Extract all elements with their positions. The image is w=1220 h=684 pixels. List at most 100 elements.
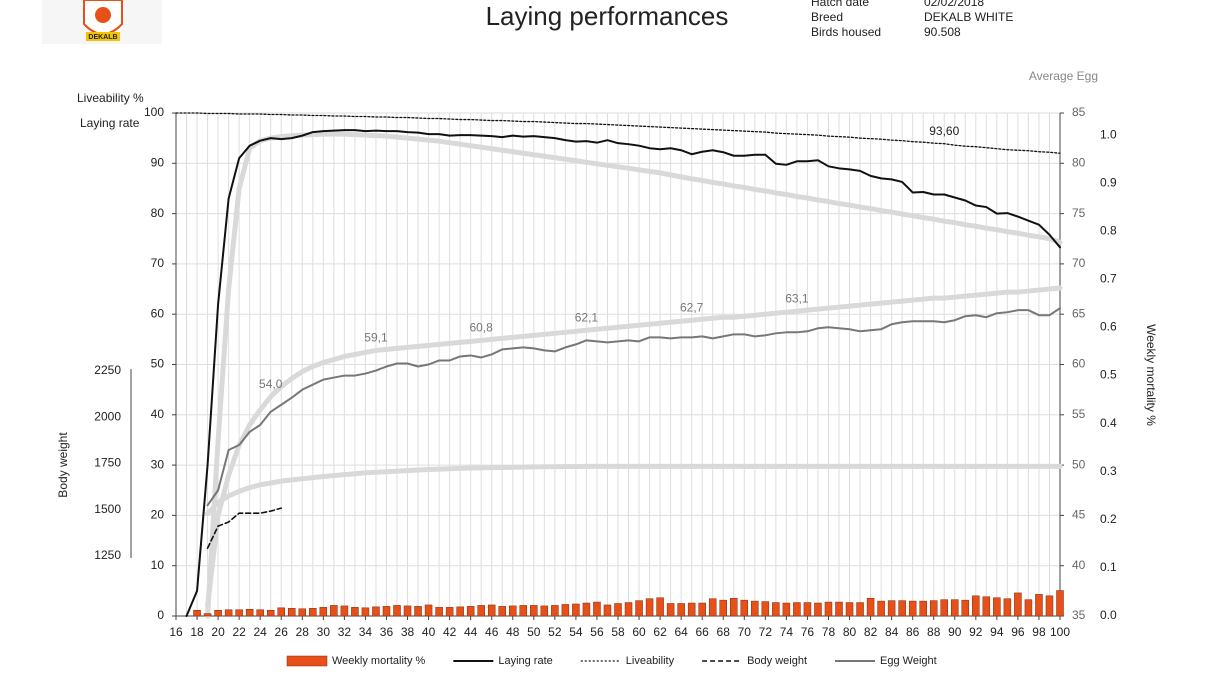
- legend-label: Egg Weight: [880, 655, 937, 667]
- y2-tick-label: 60: [1072, 357, 1086, 371]
- mortality-bar: [772, 602, 780, 617]
- mortality-bar: [961, 599, 970, 617]
- mortality-bar: [224, 609, 233, 617]
- mortality-bar: [951, 599, 959, 617]
- mortality-bar: [740, 599, 749, 617]
- y3-tick-label: 0.5: [1100, 368, 1117, 382]
- annotation: 54,0: [259, 377, 283, 391]
- mortality-bar: [340, 605, 349, 617]
- y4-tick-label: 1500: [94, 502, 121, 516]
- annotation: 59,1: [364, 331, 388, 345]
- y-tick-label: 60: [151, 306, 165, 320]
- x-tick-label: 62: [653, 625, 667, 639]
- y-tick-label: 80: [151, 206, 165, 220]
- y2-tick-label: 55: [1072, 407, 1086, 421]
- mortality-bar: [708, 598, 717, 617]
- y-tick-label: 100: [144, 105, 164, 119]
- info-value: DEKALB WHITE: [924, 10, 1013, 24]
- mortality-bar: [1003, 598, 1012, 617]
- mortality-bar: [856, 602, 864, 617]
- mortality-bar: [330, 605, 338, 617]
- mortality-bar: [245, 609, 254, 617]
- mortality-bar: [814, 602, 822, 617]
- mortality-bar: [719, 599, 727, 617]
- annotation: 60,8: [470, 321, 494, 335]
- y-tick-label: 30: [151, 457, 165, 471]
- info-label: Breed: [811, 10, 843, 24]
- y3-tick-label: 0.6: [1100, 320, 1117, 334]
- standard-line: [205, 131, 1063, 619]
- mortality-bar: [277, 607, 285, 617]
- x-tick-label: 18: [190, 625, 204, 639]
- mortality-bar: [624, 602, 633, 617]
- y3-tick-label: 0.3: [1100, 464, 1117, 478]
- mortality-bar: [361, 607, 370, 617]
- mortality-bar: [266, 609, 275, 617]
- y2-tick-label: 35: [1072, 608, 1086, 622]
- mortality-bar: [203, 613, 212, 617]
- x-tick-label: 44: [464, 625, 478, 639]
- y-axis-label: Liveability %: [77, 91, 144, 105]
- mortality-bar: [824, 601, 833, 617]
- series-line: [206, 307, 1061, 507]
- mortality-bar: [603, 604, 612, 617]
- x-tick-label: 34: [359, 625, 373, 639]
- x-tick-label: 40: [422, 625, 436, 639]
- y2-tick-label: 40: [1072, 558, 1086, 572]
- mortality-bar: [509, 605, 517, 617]
- y4-axis-label: Body weight: [56, 432, 70, 498]
- mortality-bar: [466, 606, 475, 617]
- mortality-bar: [256, 609, 264, 617]
- mortality-bar: [877, 600, 885, 617]
- y2-tick-label: 85: [1072, 105, 1086, 119]
- series-line: [185, 129, 1061, 617]
- x-tick-label: 50: [527, 625, 541, 639]
- x-tick-label: 32: [338, 625, 352, 639]
- x-tick-label: 68: [717, 625, 731, 639]
- mortality-bar: [519, 605, 528, 617]
- y-tick-label: 50: [151, 357, 165, 371]
- mortality-bar: [477, 605, 485, 617]
- y2-tick-label: 80: [1072, 155, 1086, 169]
- y3-tick-label: 0.7: [1100, 272, 1117, 286]
- mortality-bar: [782, 602, 791, 617]
- x-tick-label: 54: [569, 625, 583, 639]
- mortality-bar: [298, 608, 307, 617]
- mortality-bar: [561, 604, 570, 617]
- mortality-bar: [393, 605, 401, 617]
- x-tick-label: 88: [927, 625, 941, 639]
- x-tick-label: 60: [632, 625, 646, 639]
- mortality-bar: [793, 602, 801, 617]
- chart-title: Laying performances: [486, 1, 729, 31]
- mortality-bar: [751, 600, 759, 617]
- y2-tick-label: 50: [1072, 457, 1086, 471]
- logo-bird: [95, 7, 111, 23]
- legend-label: Liveability: [626, 655, 675, 667]
- mortality-bar: [193, 609, 201, 617]
- x-tick-label: 22: [232, 625, 246, 639]
- x-tick-label: 64: [674, 625, 688, 639]
- standard-line: [205, 463, 1063, 517]
- mortality-bar: [309, 608, 317, 617]
- x-tick-label: 78: [822, 625, 836, 639]
- mortality-bar: [835, 601, 843, 617]
- mortality-bar: [530, 605, 538, 617]
- mortality-bar: [235, 609, 243, 617]
- x-tick-label: 24: [254, 625, 268, 639]
- legend-swatch: [286, 655, 328, 667]
- x-tick-label: 20: [211, 625, 225, 639]
- x-tick-label: 100: [1050, 625, 1070, 639]
- mortality-bar: [972, 595, 980, 617]
- y-tick-label: 40: [151, 407, 165, 421]
- y-axis-label: Laying rate: [80, 116, 140, 130]
- mortality-bar: [635, 600, 643, 617]
- mortality-bar: [898, 600, 906, 617]
- x-tick-label: 72: [759, 625, 773, 639]
- mortality-bar: [1056, 590, 1064, 617]
- info-label: Hatch date: [811, 0, 869, 9]
- y3-tick-label: 1.0: [1100, 127, 1117, 141]
- x-tick-label: 86: [906, 625, 920, 639]
- y2-tick-label: 70: [1072, 256, 1086, 270]
- x-tick-label: 84: [885, 625, 899, 639]
- annotation: 63,1: [785, 291, 809, 305]
